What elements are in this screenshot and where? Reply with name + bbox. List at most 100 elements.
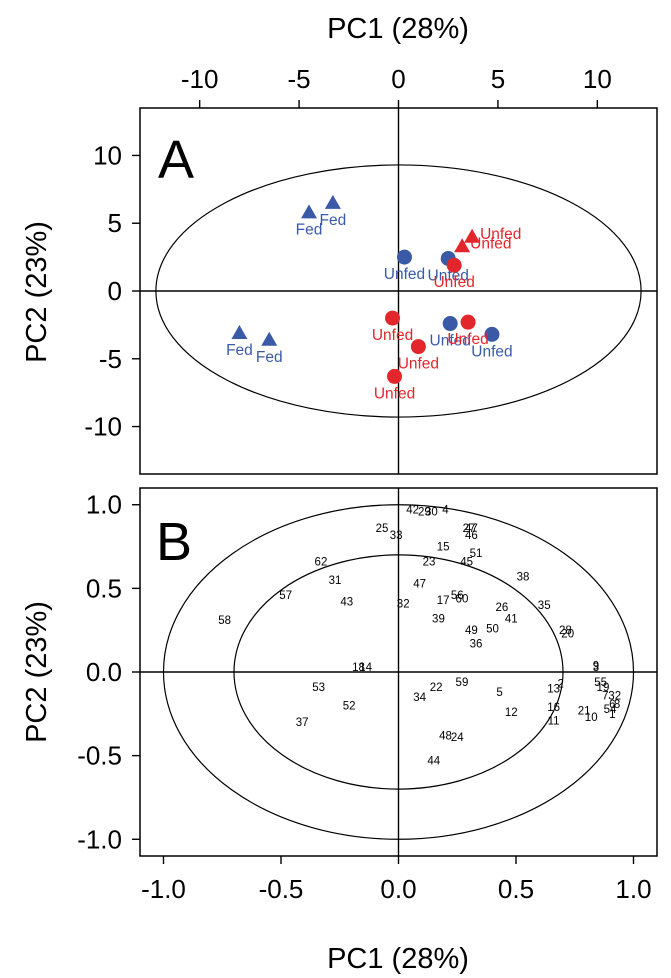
panel-b-loading-label: 62 xyxy=(315,557,328,569)
panel-b-loading-label: 11 xyxy=(548,716,560,728)
panel-b-loading-label: 51 xyxy=(470,548,483,560)
panel-a-point-label: Unfed xyxy=(480,226,521,243)
panel-a-point-triangle xyxy=(464,228,481,243)
panel-b-x-tick-label: 0.0 xyxy=(380,874,416,904)
panel-b-loading-label: 54 xyxy=(604,704,617,716)
panel-b-loading-label: 46 xyxy=(465,530,478,542)
panel-a-x-tick-label: -5 xyxy=(288,64,311,94)
panel-a-x-tick-label: 10 xyxy=(583,64,612,94)
panel-b-loading-label: 31 xyxy=(329,575,342,587)
panel-b-y-tick-label: 1.0 xyxy=(86,490,122,520)
panel-b-loading-label: 3 xyxy=(593,662,599,674)
panel-b-y-tick-label: 0.0 xyxy=(86,657,122,687)
panel-a-y-tick-label: 10 xyxy=(93,140,122,170)
panel-a-point-label: Unfed xyxy=(433,274,474,291)
panel-b-loading-label: 13 xyxy=(547,684,560,696)
panel-a-point-label: Fed xyxy=(256,349,283,366)
panel-b-loading-label: 7 xyxy=(602,690,608,702)
panel-b-loading-label: 33 xyxy=(390,530,403,542)
panel-a-point-label: Unfed xyxy=(471,343,512,360)
panel-b-loading-label: 21 xyxy=(578,705,591,717)
panel-a-point-label: Unfed xyxy=(384,266,425,283)
panel-b-loading-label: 2 xyxy=(557,679,563,691)
panel-b-loading-label: 5 xyxy=(496,687,502,699)
panel-a-point-label: Fed xyxy=(320,212,347,229)
panel-a-point-circle xyxy=(387,368,403,384)
panel-b-loading-label: 15 xyxy=(437,542,450,554)
panel-b-loading-label: 32 xyxy=(397,598,410,610)
panel-b-loading-label: 32 xyxy=(608,690,621,702)
panel-a-y-tick-label: 5 xyxy=(108,208,122,238)
panel-b-loading-label: 24 xyxy=(451,732,464,744)
panel-b-loading-label: 43 xyxy=(340,597,353,609)
panel-b-loading-label: 42 xyxy=(406,505,419,517)
panel-b-loading-label: 29 xyxy=(418,506,431,518)
panel-b-loading-label: 44 xyxy=(427,756,440,768)
panel-b-x-tick-label: 1.0 xyxy=(615,874,651,904)
panel-b-loading-label: 27 xyxy=(463,523,476,535)
panel-a-y-tick-label: -10 xyxy=(84,412,122,442)
panel-b-correlation-circle xyxy=(162,504,635,840)
panel-b-letter: B xyxy=(156,512,192,572)
panel-b-loading-label: 53 xyxy=(312,682,325,694)
panel-a-point-circle xyxy=(446,257,462,273)
panel-a-confidence-ellipse xyxy=(155,164,642,418)
bottom-x-axis-title: PC1 (28%) xyxy=(327,943,469,975)
panel-a-point-triangle xyxy=(231,325,248,340)
panel-b-loading-label: 34 xyxy=(413,692,426,704)
panel-a-y-axis-title: PC2 (23%) xyxy=(21,221,53,363)
panel-b-loading-label: 47 xyxy=(413,578,426,590)
panel-b-loading-label: 20 xyxy=(561,629,574,641)
panel-b-loading-label: 50 xyxy=(486,624,499,636)
panel-b-loading-label: 1 xyxy=(609,709,615,721)
panel-b-y-axis-title: PC2 (23%) xyxy=(21,601,53,743)
panel-a-point-label: Unfed xyxy=(372,327,413,344)
panel-b-y-tick-label: 0.5 xyxy=(86,573,122,603)
panel-b-loading-label: 4 xyxy=(442,505,449,517)
panel-b-loading-label: 12 xyxy=(505,707,518,719)
panel-a-point-label: Unfed xyxy=(470,235,511,252)
panel-b-loading-label: 49 xyxy=(465,625,478,637)
panel-b-loading-label: 19 xyxy=(597,682,610,694)
panel-b-loading-label: 39 xyxy=(432,613,445,625)
panel-b-y-tick-label: -1.0 xyxy=(77,824,122,854)
panel-a-point-label: Unfed xyxy=(428,267,469,284)
panel-b-loading-label: 41 xyxy=(505,613,518,625)
panel-b-loading-label: 37 xyxy=(296,717,309,729)
panel-b-loading-label: 6 xyxy=(609,699,615,711)
panel-b-loading-label: 58 xyxy=(218,615,231,627)
panel-b-loading-label: 45 xyxy=(460,557,473,569)
panel-a-letter: A xyxy=(158,130,194,190)
panel-a-point-label: Fed xyxy=(296,221,323,238)
panel-b-loading-label: 36 xyxy=(470,639,483,651)
panel-b-loading-label: 57 xyxy=(279,590,292,602)
panel-b-loading-label: 9 xyxy=(593,660,599,672)
panel-b-loading-label: 14 xyxy=(359,662,372,674)
panel-b-loading-label: 52 xyxy=(343,700,356,712)
panel-b-loading-label: 17 xyxy=(437,595,450,607)
panel-b-loading-label: 16 xyxy=(547,702,560,714)
panel-b-loading-label: 23 xyxy=(423,557,436,569)
panel-a-x-tick-label: 5 xyxy=(491,64,505,94)
panel-a-point-triangle xyxy=(324,194,341,209)
panel-a-point-label: Unfed xyxy=(398,356,439,373)
panel-a-point-circle xyxy=(385,310,401,326)
panel-b-loading-label: 25 xyxy=(376,523,389,535)
panel-b-loading-label: 8 xyxy=(614,699,620,711)
panel-a-point-circle xyxy=(484,326,500,342)
panel-b-x-tick-label: -0.5 xyxy=(259,874,304,904)
panel-b-loading-label: 10 xyxy=(585,712,598,724)
panel-a-point-triangle xyxy=(301,204,318,219)
panel-b-loading-label: 48 xyxy=(439,731,452,743)
panel-a-point-circle xyxy=(396,249,412,265)
panel-b-loading-label: 60 xyxy=(456,593,469,605)
panel-b-loading-label: 35 xyxy=(538,600,551,612)
panel-a-x-tick-label: 0 xyxy=(391,64,405,94)
panel-b-loading-label: 47 xyxy=(465,523,478,535)
panel-a-point-label: Unfed xyxy=(430,333,471,350)
panel-b-loading-label: 55 xyxy=(594,677,607,689)
panel-a-point-circle xyxy=(442,316,458,332)
panel-b-x-tick-label: -1.0 xyxy=(141,874,186,904)
